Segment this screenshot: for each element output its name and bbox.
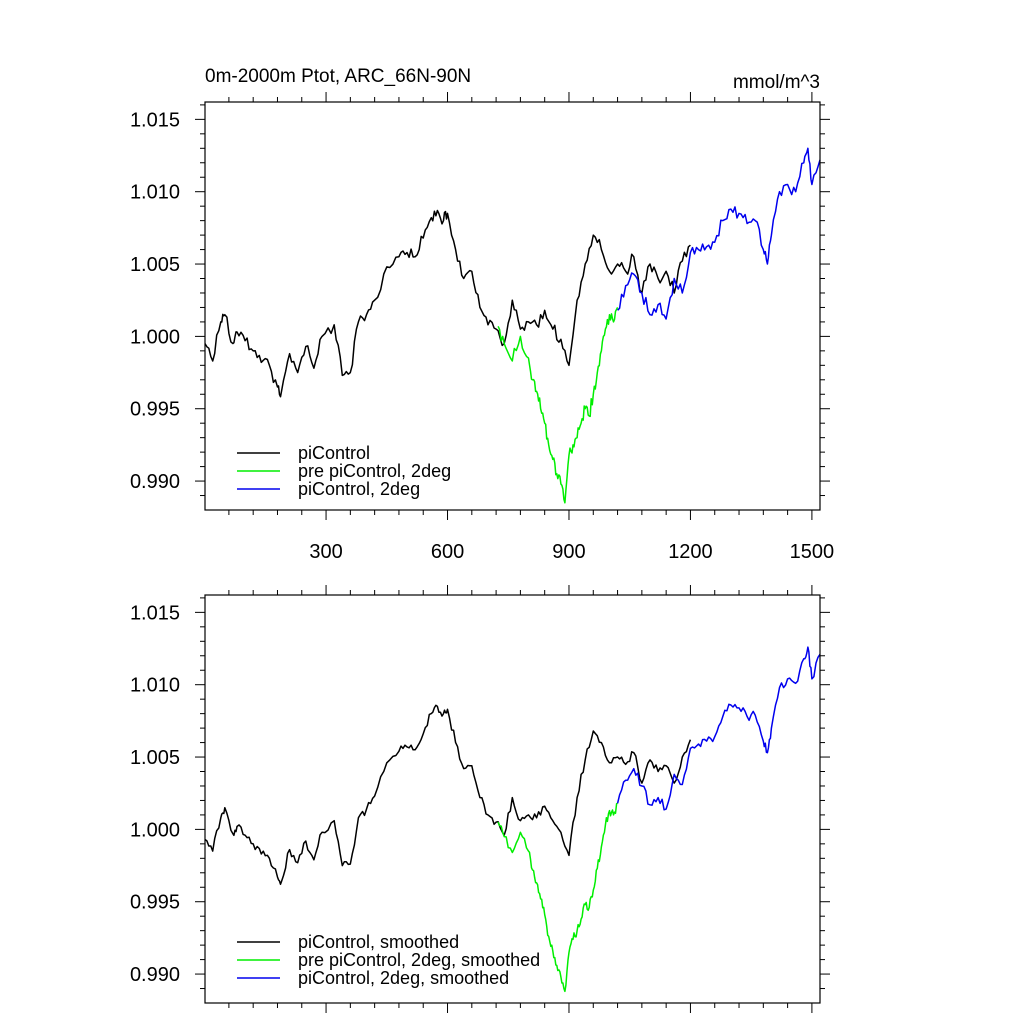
chart-panel-1: 0m-2000m Ptot, ARC_66N-90N mmol/m^3 1.015 1…	[130, 66, 834, 563]
series-line-3	[616, 646, 821, 811]
legend-label: piControl, 2deg	[298, 479, 420, 499]
y-tick-label: 0.995	[130, 892, 180, 914]
x-tick-label: 900	[552, 541, 585, 563]
legend-label: piControl, smoothed	[298, 932, 459, 952]
x-tick-label: 600	[431, 541, 464, 563]
y-tick-label: 1.010	[130, 675, 180, 697]
y-tick-label: 1.000	[130, 819, 180, 841]
x-tick-label: 1500	[790, 541, 835, 563]
y-tick-label: 1.005	[130, 747, 180, 769]
series-line-1	[204, 209, 691, 398]
y-tick-label: 1.015	[130, 109, 180, 131]
y-tick-label: 1.000	[130, 326, 180, 348]
y-tick-label: 1.015	[130, 602, 180, 624]
plot-frame	[204, 594, 821, 1004]
plot-frame	[204, 101, 821, 511]
series-line-3	[617, 147, 821, 320]
chart-panel-2: 1.015 1.010 1.005 1.000 0.995 0.990 piControl,…	[130, 585, 830, 1013]
legend-label: pre piControl, 2deg	[298, 461, 451, 481]
chart-title: 0m-2000m Ptot, ARC_66N-90N	[205, 66, 471, 87]
series-line-2	[497, 802, 618, 993]
x-tick-label: 1200	[668, 541, 713, 563]
legend-label: piControl	[298, 443, 370, 463]
y-tick-label: 1.010	[130, 182, 180, 204]
y-tick-label: 1.005	[130, 254, 180, 276]
x-tick-label: 300	[309, 541, 342, 563]
y-tick-label: 0.990	[130, 471, 180, 493]
legend-label: piControl, 2deg, smoothed	[298, 968, 509, 988]
legend-label: pre piControl, 2deg, smoothed	[298, 950, 540, 970]
y-tick-label: 0.990	[130, 964, 180, 986]
y-tick-label: 0.995	[130, 399, 180, 421]
units-label: mmol/m^3	[733, 72, 820, 93]
series-line-1	[204, 704, 692, 886]
series-line-2	[497, 307, 619, 504]
